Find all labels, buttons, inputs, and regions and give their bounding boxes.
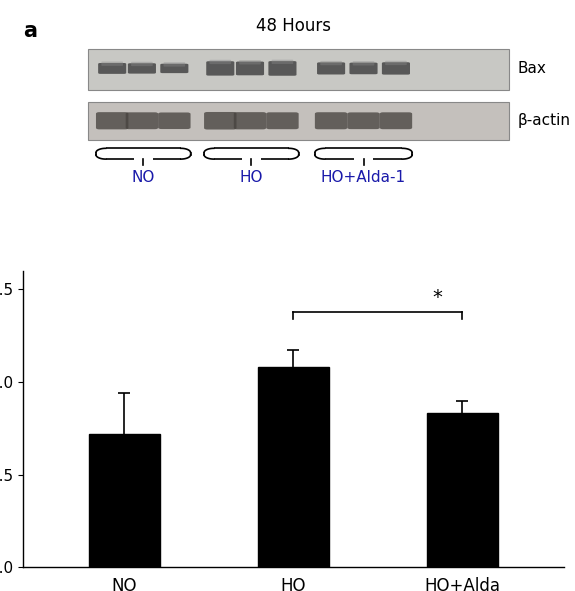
FancyBboxPatch shape	[385, 61, 407, 65]
Text: 48 Hours: 48 Hours	[256, 17, 331, 34]
FancyBboxPatch shape	[239, 60, 261, 64]
FancyBboxPatch shape	[350, 63, 378, 74]
FancyBboxPatch shape	[347, 112, 380, 129]
FancyBboxPatch shape	[96, 112, 128, 129]
FancyBboxPatch shape	[380, 112, 412, 129]
Text: a: a	[24, 21, 37, 41]
FancyBboxPatch shape	[315, 112, 347, 129]
FancyBboxPatch shape	[209, 60, 231, 64]
Text: NO: NO	[132, 170, 155, 185]
FancyBboxPatch shape	[128, 63, 156, 74]
FancyBboxPatch shape	[126, 112, 158, 129]
FancyBboxPatch shape	[131, 62, 153, 66]
Bar	[258, 367, 329, 567]
FancyBboxPatch shape	[317, 63, 345, 74]
Bar	[427, 414, 497, 567]
Text: Bax: Bax	[518, 61, 546, 76]
FancyBboxPatch shape	[98, 63, 126, 74]
FancyBboxPatch shape	[236, 61, 264, 75]
FancyBboxPatch shape	[234, 112, 266, 129]
Text: β-actin: β-actin	[518, 113, 570, 128]
FancyBboxPatch shape	[382, 62, 410, 74]
FancyBboxPatch shape	[101, 61, 123, 66]
FancyBboxPatch shape	[88, 49, 509, 90]
FancyBboxPatch shape	[88, 102, 509, 140]
FancyBboxPatch shape	[158, 112, 190, 129]
Bar	[89, 434, 160, 567]
FancyBboxPatch shape	[269, 61, 297, 76]
FancyBboxPatch shape	[163, 62, 185, 67]
FancyBboxPatch shape	[206, 61, 235, 76]
FancyBboxPatch shape	[320, 61, 342, 65]
FancyBboxPatch shape	[160, 64, 189, 73]
FancyBboxPatch shape	[352, 61, 374, 66]
FancyBboxPatch shape	[204, 112, 236, 129]
FancyBboxPatch shape	[266, 112, 298, 129]
Text: HO: HO	[240, 170, 263, 185]
Text: *: *	[432, 288, 442, 307]
Text: HO+Alda-1: HO+Alda-1	[321, 170, 406, 185]
FancyBboxPatch shape	[271, 60, 293, 64]
